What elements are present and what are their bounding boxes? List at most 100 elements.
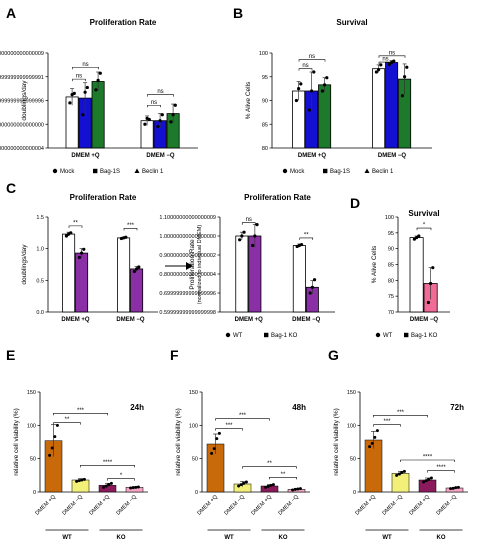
data-point: [397, 472, 401, 476]
significance-bracket: [298, 68, 313, 71]
y-tick-label: 1.0: [36, 247, 44, 253]
y-tick-label: 0: [195, 490, 198, 496]
data-point: [431, 266, 435, 270]
x-category-label: DMEM −Q: [116, 317, 145, 323]
legend-label: WT: [383, 333, 393, 339]
data-point: [294, 98, 298, 103]
data-point: [77, 255, 81, 260]
significance-bracket: [242, 466, 297, 469]
data-point: [85, 85, 89, 90]
significance-label: ns: [382, 57, 388, 63]
data-point: [80, 478, 84, 482]
bar-bag-1s: [385, 62, 399, 149]
data-point: [379, 63, 383, 67]
y-tick-label: 0.80000000000000004: [0, 146, 44, 152]
y-tick-label: 80: [388, 278, 394, 284]
group-label: WT: [382, 535, 392, 541]
group-label: KO: [437, 535, 446, 541]
y-tick-label: 0.90000000000000002: [159, 253, 216, 259]
time-label: 48h: [292, 403, 306, 412]
significance-label: ns: [389, 50, 395, 56]
significance-label: ns: [309, 54, 315, 60]
legend-marker-circle: [52, 168, 58, 174]
data-point: [83, 90, 87, 94]
significance-bracket: [53, 413, 108, 416]
significance-label: **: [281, 472, 286, 478]
significance-label: *: [120, 473, 123, 479]
legend-label: Mock: [60, 169, 75, 175]
panel-label: F: [170, 347, 179, 363]
x-category-label: DMEM −Q: [115, 494, 138, 517]
data-point: [237, 484, 241, 488]
y-tick-label: 75: [388, 294, 394, 300]
y-axis-label-sub: (normalized to individual DMEM): [197, 225, 203, 305]
data-point: [264, 485, 268, 489]
significance-label: ****: [436, 465, 446, 471]
group-label: KO: [279, 535, 288, 541]
panel-C1: C Proliferation Rate doublings/day 0.0 0.5 1.…: [6, 180, 158, 323]
significance-label: ***: [77, 408, 85, 414]
data-point: [55, 423, 59, 427]
significance-bracket: [72, 78, 86, 82]
data-point: [395, 473, 399, 477]
x-category-label: DMEM +Q: [354, 494, 377, 517]
data-point: [212, 447, 216, 451]
y-tick-label: 1.10000000000000009: [159, 215, 216, 221]
x-category-label: DMEM −Q: [381, 494, 404, 517]
data-point: [253, 234, 257, 238]
arrow-head: [186, 262, 193, 270]
x-category-label: DMEM −Q: [61, 494, 84, 517]
y-axis-label: relative cell viability (%): [175, 408, 182, 476]
data-point: [451, 486, 455, 490]
x-category-label: DMEM −Q: [277, 494, 300, 517]
bar-wt: [235, 235, 249, 313]
significance-bracket: [215, 428, 243, 431]
panel-label: A: [6, 5, 16, 21]
data-point: [244, 480, 248, 484]
significance-bracket: [147, 94, 174, 97]
legend-label: Bag-1 KO: [411, 333, 438, 339]
y-tick-label: 50: [30, 457, 36, 463]
data-point: [405, 65, 409, 69]
panel-title: Proliferation Rate: [244, 193, 311, 202]
data-point: [215, 437, 219, 441]
data-point: [320, 89, 324, 93]
x-category-label: DMEM +Q: [196, 494, 219, 517]
data-point: [173, 103, 177, 107]
data-point: [310, 89, 314, 93]
bar-wt: [292, 245, 306, 313]
data-point: [377, 68, 381, 72]
legend-marker-square: [323, 168, 328, 174]
data-point: [449, 487, 453, 491]
legend-label: WT: [233, 333, 243, 339]
data-point: [158, 119, 162, 123]
data-point: [299, 82, 303, 86]
significance-label: ***: [397, 410, 405, 416]
y-tick-label: 0.69999999999999996: [159, 291, 216, 297]
x-category-label: DMEM −Q: [146, 153, 175, 159]
data-point: [69, 231, 73, 235]
legend-label: Beclin 1: [372, 169, 394, 175]
data-point: [77, 479, 81, 483]
data-point: [50, 446, 54, 450]
significance-label: **: [304, 232, 309, 238]
significance-label: *: [423, 223, 426, 229]
y-tick-label: 95: [262, 75, 268, 81]
data-point: [297, 87, 301, 91]
panel-D: D Survival % Alive Cells 70 75 80 85 90 95 100 DME…: [350, 195, 450, 339]
data-point: [80, 251, 84, 255]
y-tick-label: 85: [388, 263, 394, 269]
y-tick-label: 100: [347, 423, 356, 429]
data-point: [400, 94, 404, 98]
bar-bag-1-ko: [75, 252, 89, 313]
data-point: [400, 471, 404, 475]
x-category-label: DMEM +Q: [235, 317, 264, 323]
legend-marker-square: [264, 332, 269, 338]
y-tick-label: 150: [27, 390, 36, 396]
significance-label: ***: [239, 413, 247, 419]
y-tick-label: 90: [388, 247, 394, 253]
data-point: [53, 435, 57, 439]
data-point: [136, 485, 140, 489]
y-tick-label: 1.00000000000000000: [0, 122, 44, 128]
